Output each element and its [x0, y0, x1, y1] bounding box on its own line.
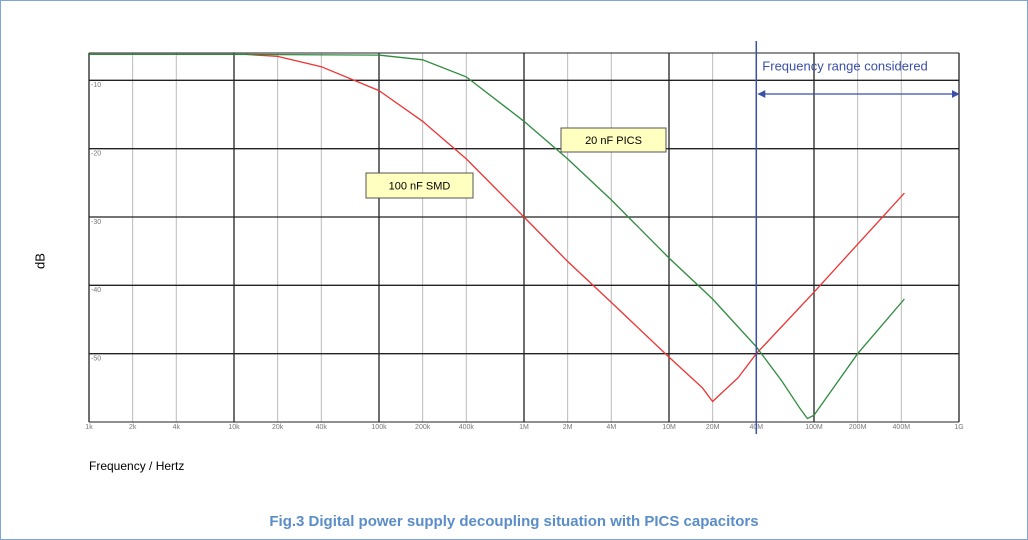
x-tick-label: 1G	[954, 424, 963, 431]
x-tick-label: 10M	[662, 424, 676, 431]
legend-label: 100 nF SMD	[389, 180, 451, 192]
x-tick-label: 20k	[272, 424, 284, 431]
x-tick-label: 40k	[316, 424, 328, 431]
x-tick-label: 100k	[371, 424, 387, 431]
x-axis-label: Frequency / Hertz	[89, 459, 184, 473]
y-tick-label: -30	[91, 219, 101, 226]
x-tick-label: 2M	[563, 424, 573, 431]
x-tick-label: 400k	[459, 424, 475, 431]
x-tick-label: 100M	[805, 424, 823, 431]
y-tick-label: -20	[91, 151, 101, 158]
x-tick-label: 20M	[706, 424, 720, 431]
series-line	[245, 53, 905, 403]
legend-box	[560, 127, 667, 153]
y-tick-label: -40	[91, 287, 101, 294]
y-tick-label: -50	[91, 356, 101, 363]
x-tick-label: 200M	[849, 424, 867, 431]
y-tick-label: -10	[91, 82, 101, 89]
x-tick-label: 400M	[893, 424, 911, 431]
x-tick-label: 2k	[129, 424, 137, 431]
x-tick-label: 1k	[85, 424, 93, 431]
x-tick-label: 4k	[173, 424, 181, 431]
legend-label: 20 nF PICS	[585, 135, 642, 147]
legend-box	[365, 172, 474, 199]
x-tick-label: 200k	[415, 424, 431, 431]
y-axis-label: dB	[32, 253, 47, 269]
x-tick-label: 10k	[228, 424, 240, 431]
x-tick-label: 1M	[519, 424, 529, 431]
series-line	[89, 53, 905, 420]
figure-caption: Fig.3 Digital power supply decoupling si…	[269, 513, 758, 530]
annotation-text: Frequency range considered	[762, 58, 928, 73]
x-tick-label: 4M	[606, 424, 616, 431]
